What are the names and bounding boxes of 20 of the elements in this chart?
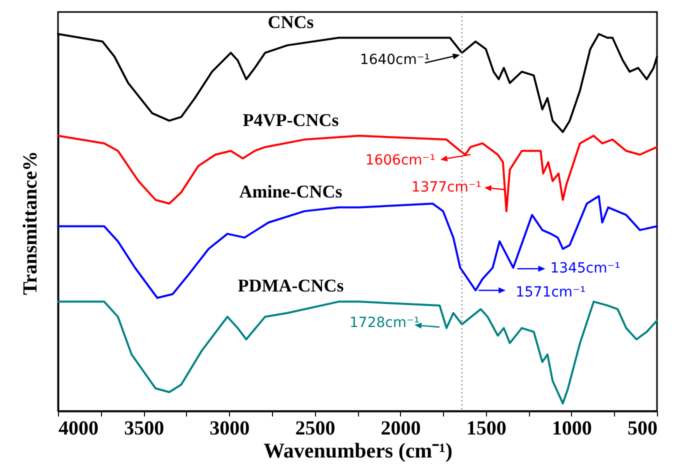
annotation: 1728cm⁻¹	[350, 315, 420, 332]
annotation: 1377cm⁻¹	[411, 180, 482, 196]
x-tick-label: 3500	[124, 418, 164, 440]
x-tick-label: 3000	[210, 418, 250, 440]
x-tick-label: 500	[628, 418, 658, 440]
annotation: 1571cm⁻¹	[516, 284, 586, 300]
x-axis-title: Wavenumbers (cm⁻¹)	[264, 438, 452, 462]
x-tick-label: 1500	[466, 418, 506, 440]
x-tick-label: 4000	[58, 418, 98, 440]
annotation: 1606cm⁻¹	[365, 152, 436, 169]
series-label: P4VP-CNCs	[242, 110, 339, 130]
series-label: Amine-CNCs	[239, 181, 342, 202]
x-tick-label: 2500	[295, 418, 336, 440]
series-label: CNCs	[268, 12, 314, 32]
y-axis-title: Transmittance%	[20, 150, 42, 296]
series-label: PDMA-CNCs	[238, 276, 344, 296]
x-tick-label: 1000	[552, 418, 592, 440]
annotation: 1640cm⁻¹	[360, 52, 430, 68]
x-tick-label: 2000	[380, 418, 421, 440]
annotation: 1345cm⁻¹	[550, 260, 620, 277]
